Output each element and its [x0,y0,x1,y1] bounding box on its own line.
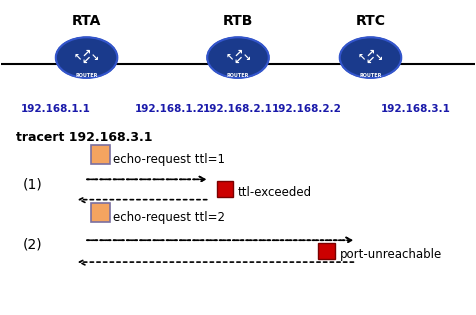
Text: 192.168.1.2: 192.168.1.2 [134,104,204,114]
Text: ROUTER: ROUTER [227,73,249,78]
Bar [91,203,110,221]
Text: 192.168.2.1: 192.168.2.1 [203,104,273,114]
Text: ↙: ↙ [82,56,91,66]
Text: ROUTER: ROUTER [75,73,98,78]
Text: echo-request ttl=1: echo-request ttl=1 [113,153,225,167]
Text: RTB: RTB [223,14,253,28]
Circle shape [56,37,117,78]
Text: port-unreachable: port-unreachable [340,249,442,261]
Text: ROUTER: ROUTER [359,73,382,78]
Text: ↖: ↖ [226,53,234,63]
Text: ↘: ↘ [375,53,383,63]
Text: (1): (1) [22,177,42,191]
Bar [91,145,110,164]
Circle shape [207,37,269,78]
Text: ↘: ↘ [91,53,99,63]
Text: ↗: ↗ [366,49,375,59]
Bar [318,243,335,259]
Text: ↙: ↙ [366,56,375,66]
Text: tracert 192.168.3.1: tracert 192.168.3.1 [16,131,152,144]
Text: (2): (2) [22,238,42,252]
Text: 192.168.3.1: 192.168.3.1 [380,104,450,114]
Text: 192.168.1.1: 192.168.1.1 [21,104,91,114]
Text: echo-request ttl=2: echo-request ttl=2 [113,211,225,224]
Text: ↖: ↖ [74,53,82,63]
Text: RTC: RTC [356,14,386,28]
Text: ↗: ↗ [233,49,243,59]
Bar [217,180,233,197]
Text: 192.168.2.2: 192.168.2.2 [272,104,342,114]
Circle shape [340,37,401,78]
Text: ↙: ↙ [233,56,243,66]
Text: ttl-exceeded: ttl-exceeded [238,186,312,199]
Text: ↖: ↖ [358,53,366,63]
Text: ↘: ↘ [242,53,250,63]
Text: RTA: RTA [72,14,101,28]
Text: ↗: ↗ [82,49,91,59]
